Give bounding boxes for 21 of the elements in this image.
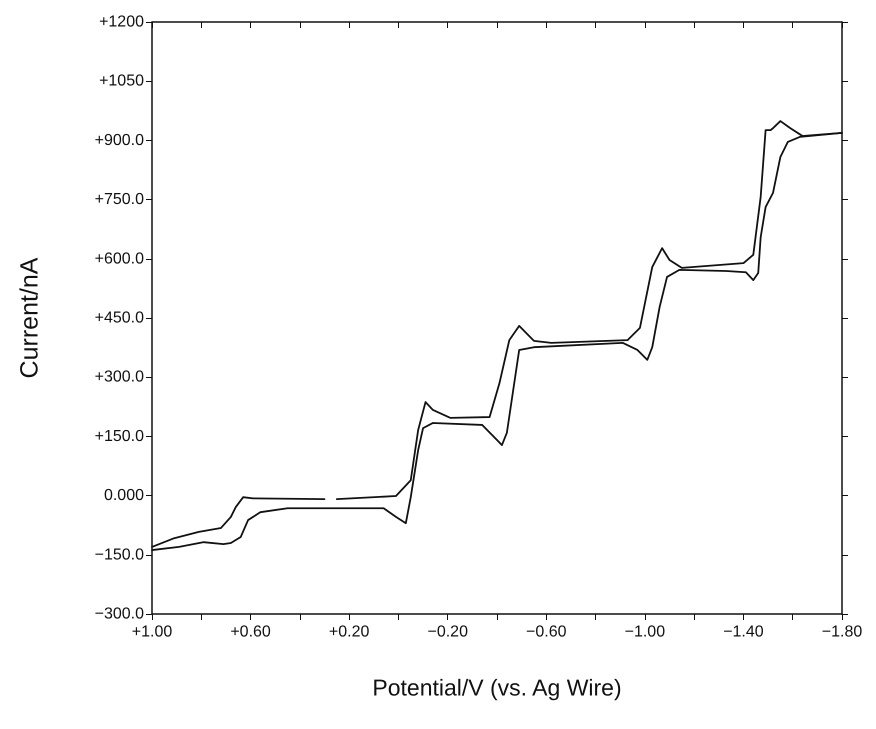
y-tick-label: +1050 bbox=[99, 72, 144, 90]
y-tick-label: +450.0 bbox=[94, 310, 144, 326]
x-tick-label: −0.60 bbox=[526, 624, 567, 640]
x-tick-label: −1.80 bbox=[822, 624, 862, 640]
y-tick-label: −300.0 bbox=[94, 606, 144, 622]
x-tick-label: −0.20 bbox=[427, 624, 468, 640]
y-tick-label: +300.0 bbox=[94, 368, 144, 386]
x-tick-label: +0.20 bbox=[328, 624, 370, 640]
y-tick-label: +900.0 bbox=[94, 132, 144, 149]
x-axis-title: Potential/V (vs. Ag Wire) bbox=[372, 674, 622, 700]
x-tick-label: +1.00 bbox=[132, 624, 172, 640]
y-tick-label: +600.0 bbox=[94, 250, 144, 268]
y-axis-title: Current/nA bbox=[16, 257, 44, 378]
y-tick-label: +150.0 bbox=[94, 428, 144, 445]
x-tick-label: −1.00 bbox=[624, 624, 666, 640]
y-tick-label: +750.0 bbox=[94, 191, 144, 208]
y-tick-label: +1200 bbox=[99, 14, 144, 30]
y-tick-label: 0.000 bbox=[104, 487, 144, 504]
y-tick-label: −150.0 bbox=[94, 546, 144, 564]
x-tick-label: +0.60 bbox=[230, 624, 271, 640]
x-tick-label: −1.40 bbox=[723, 624, 764, 640]
